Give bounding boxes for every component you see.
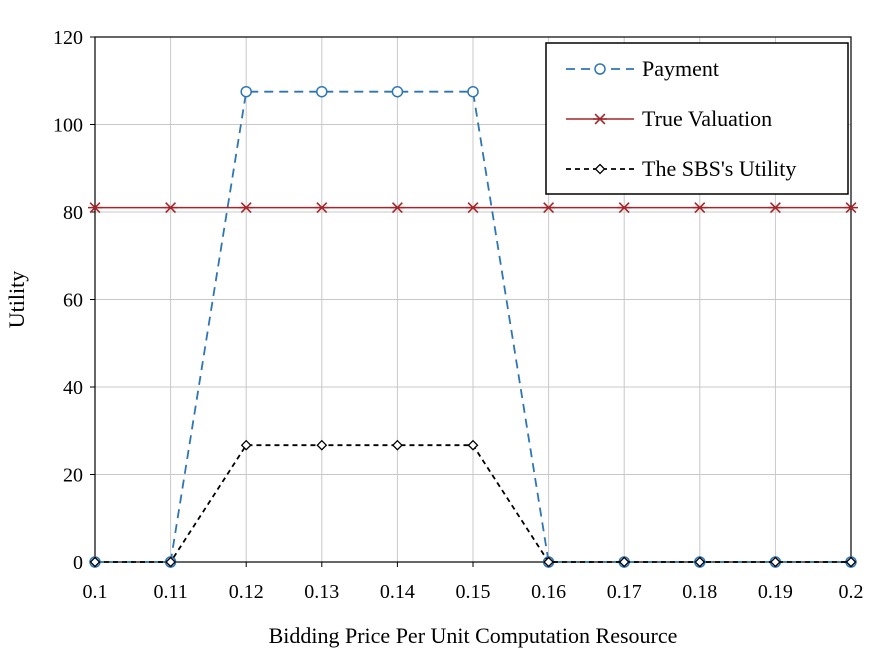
y-tick-label: 120 xyxy=(53,27,83,49)
legend-label: True Valuation xyxy=(642,106,772,131)
legend-marker xyxy=(594,63,606,75)
data-point xyxy=(618,556,630,568)
data-point xyxy=(316,439,328,451)
data-point xyxy=(240,85,252,98)
legend-item: The SBS's Utility xyxy=(566,156,796,181)
x-tick-label: 0.12 xyxy=(229,581,264,603)
y-tick-label: 0 xyxy=(73,552,83,574)
legend-label: The SBS's Utility xyxy=(642,156,796,181)
data-point xyxy=(467,85,479,98)
legend-label: Payment xyxy=(642,56,719,81)
data-point xyxy=(845,556,857,568)
x-tick-label: 0.15 xyxy=(456,581,491,603)
x-axis-title: Bidding Price Per Unit Computation Resou… xyxy=(269,623,678,648)
data-point xyxy=(844,202,858,214)
y-tick-label: 100 xyxy=(53,115,83,137)
data-point xyxy=(769,556,781,568)
x-tick-label: 0.17 xyxy=(607,581,642,603)
data-point xyxy=(163,202,178,214)
y-tick-label: 80 xyxy=(63,202,83,224)
x-tick-label: 0.11 xyxy=(153,581,187,603)
legend: Payment True Valuation The SBS's Utility xyxy=(545,42,849,195)
x-tick-label: 0.13 xyxy=(304,581,339,603)
data-point xyxy=(316,85,328,98)
data-point xyxy=(466,202,480,214)
data-point xyxy=(467,439,479,451)
data-point xyxy=(694,556,706,568)
x-tick-label: 0.18 xyxy=(682,581,717,603)
data-point xyxy=(391,439,403,451)
x-tick-label: 0.2 xyxy=(839,581,864,603)
data-point xyxy=(692,202,707,214)
data-point xyxy=(240,439,252,451)
x-tick-label: 0.19 xyxy=(758,581,793,603)
data-point xyxy=(89,556,101,568)
x-tick-label: 0.16 xyxy=(531,581,566,603)
y-tick-label: 20 xyxy=(63,465,83,487)
data-point xyxy=(543,556,555,568)
data-point xyxy=(165,556,177,568)
data-point xyxy=(768,202,783,214)
legend-marker xyxy=(594,163,606,175)
y-tick-label: 40 xyxy=(63,377,83,399)
y-axis-ticks: 0 20 40 60 80 100 120 xyxy=(53,27,95,574)
x-tick-label: 0.14 xyxy=(380,581,415,603)
legend-item: Payment xyxy=(566,56,719,81)
legend-marker xyxy=(593,113,607,125)
series-layer xyxy=(88,85,858,568)
legend-item: True Valuation xyxy=(566,106,772,131)
series-the-sbs-s-utility xyxy=(89,439,857,568)
data-point xyxy=(617,202,632,214)
x-axis-ticks: 0.1 0.11 0.12 0.13 0.14 0.15 0.16 0.17 0.18 0.19 0… xyxy=(83,562,864,603)
series-true-valuation xyxy=(88,202,858,214)
data-point xyxy=(390,202,405,214)
data-point xyxy=(239,202,254,214)
legend-items: Payment True Valuation The SBS's Utility xyxy=(566,56,796,181)
y-tick-label: 60 xyxy=(63,290,83,312)
data-point xyxy=(88,202,102,214)
y-axis-title: Utility xyxy=(4,271,29,328)
data-point xyxy=(391,85,404,98)
data-point xyxy=(314,202,329,214)
data-point xyxy=(541,202,556,214)
x-tick-label: 0.1 xyxy=(83,581,108,603)
